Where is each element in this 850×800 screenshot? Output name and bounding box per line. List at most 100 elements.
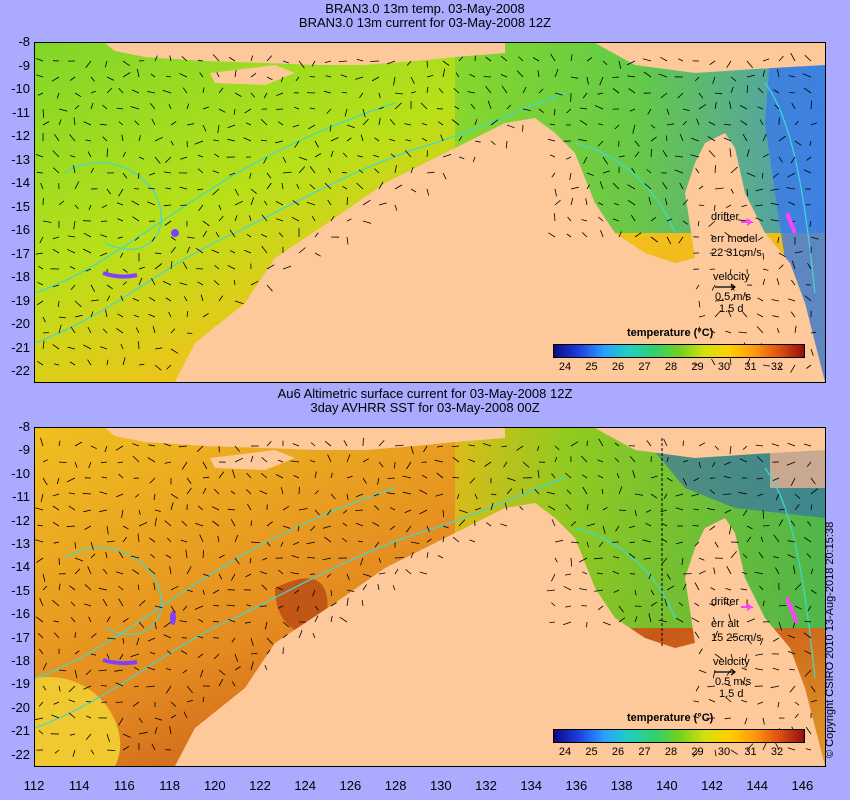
current-arrow [186,699,194,703]
current-arrow [52,167,60,174]
current-arrow [118,87,124,94]
current-arrow [234,215,238,222]
current-arrow [355,509,364,511]
current-arrow [282,265,292,270]
current-arrow [58,200,65,206]
drifter-legend-icon [741,603,754,611]
current-arrow [147,91,156,94]
current-arrow [164,156,172,164]
current-arrow [218,554,225,559]
current-arrow [406,461,412,470]
current-arrow [138,156,145,160]
current-arrow [710,329,716,334]
current-arrow [149,651,156,655]
current-arrow [791,102,796,110]
current-arrow [227,124,236,129]
current-arrow [277,605,284,609]
current-arrow [179,282,188,286]
current-arrow [378,181,384,190]
current-arrow [778,519,784,527]
current-arrow [794,713,799,719]
current-arrow [138,509,141,516]
current-arrow [42,220,52,223]
err-value: 22 31cm/s [711,247,762,259]
current-arrow [87,566,92,575]
current-arrow [452,536,460,543]
current-arrow [806,156,812,161]
current-arrow [378,572,386,575]
current-arrow [154,55,158,62]
current-arrow [474,507,482,511]
current-arrow [650,148,652,158]
current-arrow [582,92,588,99]
current-arrow [362,573,372,577]
current-arrow [742,133,748,142]
current-arrow [726,566,732,575]
current-arrow [195,522,204,527]
current-arrow [404,150,412,158]
current-arrow [746,525,753,530]
current-arrow [618,486,623,495]
current-arrow [724,717,732,720]
current-arrow [83,232,92,238]
current-arrow [630,214,636,222]
current-arrow [563,585,572,591]
current-arrow [690,154,700,158]
colorbar-tick: 29 [691,746,704,758]
current-arrow [261,245,268,254]
current-arrow [674,169,684,174]
current-arrow [804,54,812,62]
current-arrow [74,650,80,655]
current-arrow [35,507,44,511]
current-arrow [122,525,129,530]
current-arrow [100,685,108,687]
current-arrow [389,507,396,511]
current-arrow [68,712,76,719]
timor-island [210,450,295,470]
current-arrow [597,140,604,147]
current-arrow [506,124,515,129]
current-arrow [69,155,76,158]
current-arrow [682,199,689,206]
current-arrow [522,124,524,132]
current-arrow [152,325,156,334]
current-arrow [777,701,780,708]
current-arrow [137,172,140,179]
current-arrow [292,443,300,447]
current-arrow [245,122,252,126]
current-arrow [661,538,668,543]
current-arrow [628,553,636,559]
current-arrow [58,440,61,447]
current-arrow [755,204,764,207]
current-arrow [40,493,44,502]
colorbar-tick: 32 [770,361,784,373]
current-arrow [99,346,108,350]
current-arrow [554,188,557,197]
current-arrow [73,165,76,174]
current-arrow [762,268,769,271]
current-arrow [260,119,268,126]
current-arrow [421,137,428,142]
current-arrow [693,700,700,703]
current-arrow [42,340,45,350]
current-arrow [163,443,172,447]
current-arrow [85,268,92,272]
current-arrow [166,650,172,655]
current-arrow [790,311,796,318]
current-arrow [386,492,396,495]
current-arrow [54,363,60,366]
current-arrow [72,749,76,757]
x-tick: 134 [520,778,543,793]
current-arrow [634,589,637,596]
current-arrow [627,75,636,78]
current-arrow [729,358,732,366]
current-arrow [458,136,463,142]
current-arrow [217,535,220,543]
current-arrow [762,58,770,62]
current-arrow [100,234,108,238]
current-arrow [809,220,812,227]
current-arrow [681,557,684,565]
current-arrow [599,180,604,190]
current-arrow [410,445,414,455]
current-arrow [231,681,236,687]
